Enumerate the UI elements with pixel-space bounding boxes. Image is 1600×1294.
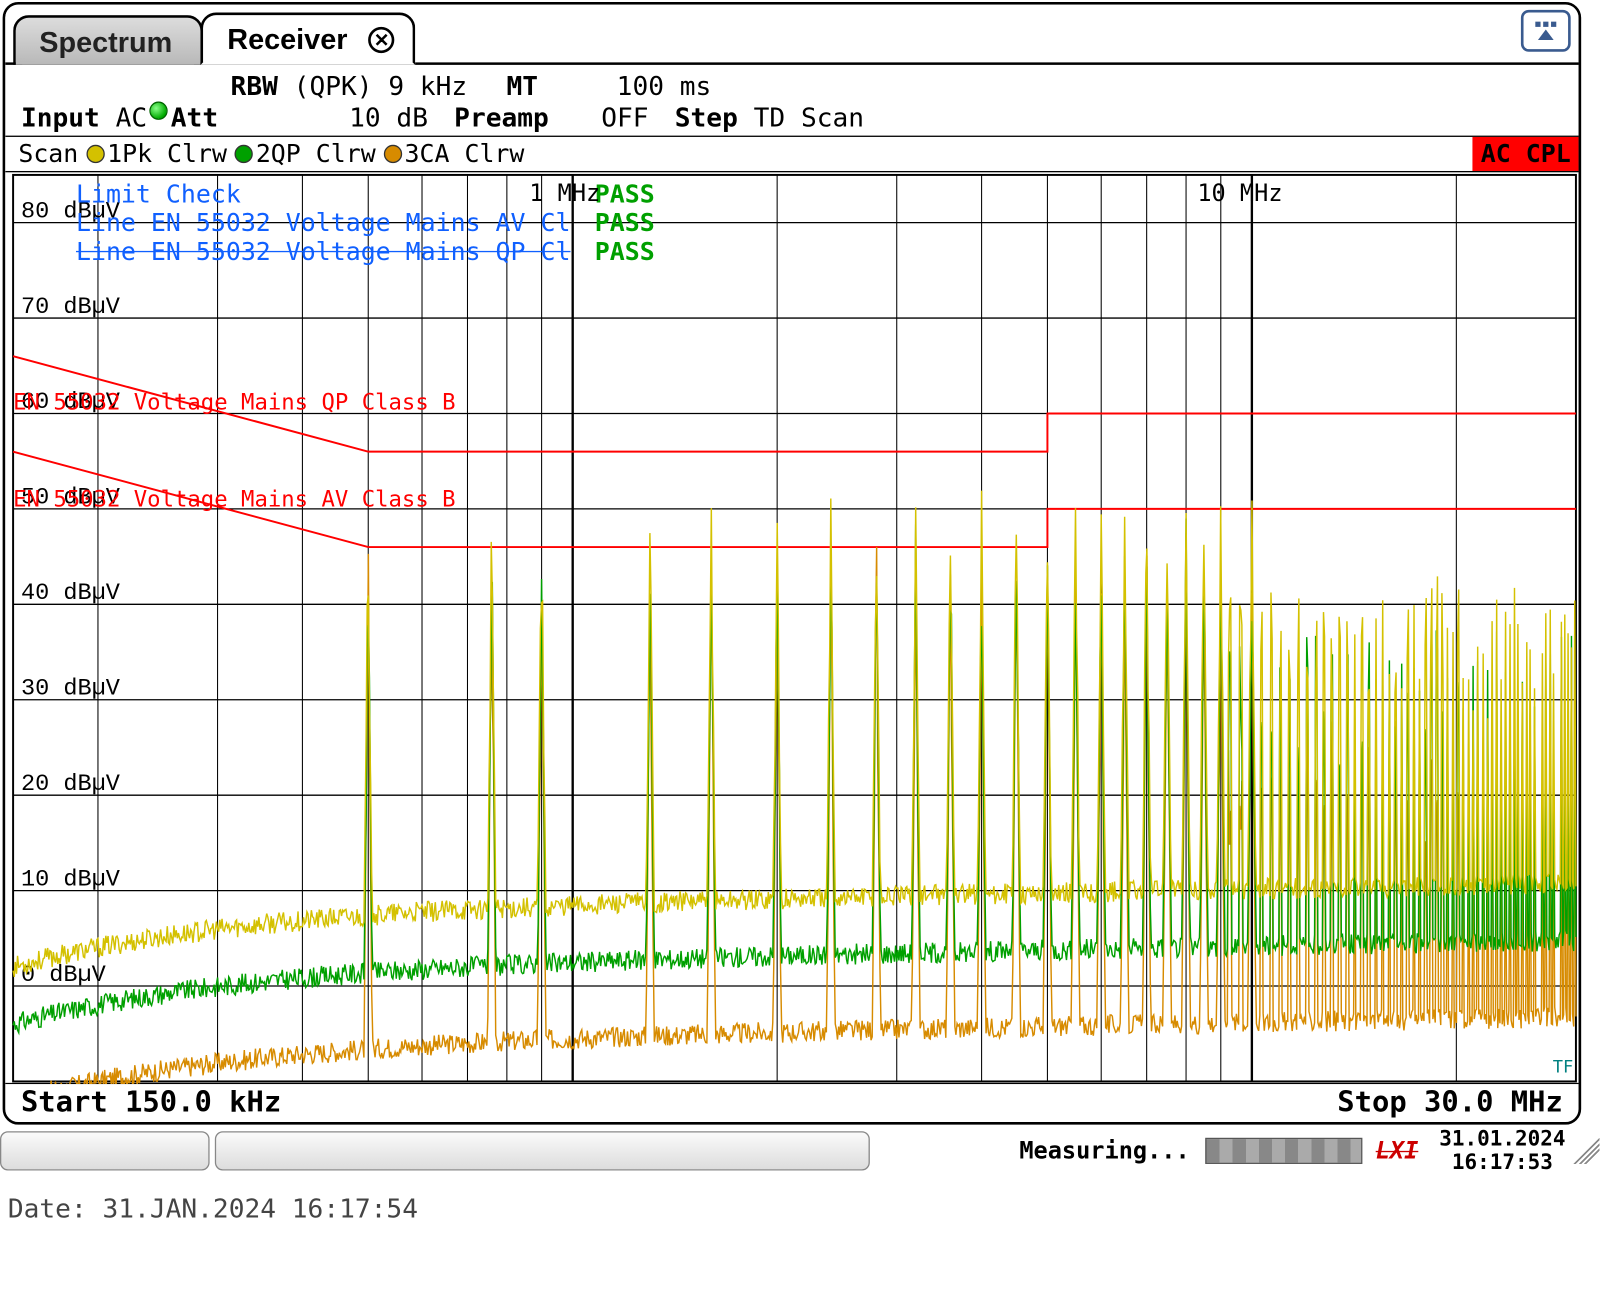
svg-text:10 dBµV: 10 dBµV: [21, 866, 121, 893]
rbw-mode: (QPK): [294, 70, 373, 101]
resize-grip-icon[interactable]: [1573, 1138, 1599, 1164]
status-datetime: 31.01.2024 16:17:53: [1439, 1128, 1565, 1174]
stop-freq: Stop 30.0 MHz: [1337, 1087, 1563, 1120]
input-label: Input: [21, 102, 100, 133]
limit-check-label: Limit Check: [76, 180, 241, 209]
rbw-label: RBW: [231, 70, 278, 101]
step-label: Step: [675, 102, 738, 133]
limit-line-qp-label: Line EN 55032 Voltage Mains QP Cl: [76, 238, 571, 267]
tab-receiver-label: Receiver: [227, 23, 347, 57]
tab-bar: Spectrum Receiver ✕: [5, 5, 1578, 63]
chart-area: 0 dBµV10 dBµV20 dBµV30 dBµV40 dBµV50 dBµ…: [5, 171, 1578, 1083]
lxi-icon: LXI: [1376, 1137, 1419, 1165]
display-icon[interactable]: [1521, 10, 1571, 52]
marker-10mhz: 10 MHz: [1197, 180, 1282, 208]
ac-indicator-icon: [150, 102, 168, 120]
att-label: Att: [171, 102, 218, 133]
mt-value: 100 ms: [617, 70, 712, 101]
svg-text:70 dBµV: 70 dBµV: [21, 294, 121, 321]
footer-timestamp: Date: 31.JAN.2024 16:17:54: [0, 1174, 1600, 1242]
limit-line-qp-pass: PASS: [595, 238, 655, 267]
measuring-label: Measuring...: [1019, 1137, 1205, 1165]
limit-qp-line-label: EN 55032 Voltage Mains QP Class B: [13, 390, 455, 416]
tab-receiver[interactable]: Receiver ✕: [201, 12, 416, 64]
trace1-label: 1Pk Clrw: [107, 140, 227, 169]
svg-text:20 dBµV: 20 dBµV: [21, 771, 121, 798]
svg-text:40 dBµV: 40 dBµV: [21, 580, 121, 607]
status-date: 31.01.2024: [1439, 1128, 1565, 1151]
trace3-label: 3CA Clrw: [405, 140, 525, 169]
marker-1mhz: 1 MHz: [529, 180, 600, 208]
parameter-bar: RBW (QPK) 9 kHz MT 100 ms Input AC Att 1…: [5, 62, 1578, 135]
rbw-value: 9 kHz: [388, 70, 467, 101]
limit-line-av-pass: PASS: [595, 209, 655, 238]
status-time: 16:17:53: [1439, 1151, 1565, 1174]
instrument-window: Spectrum Receiver ✕ RBW (QPK) 9 kHz MT 1…: [3, 2, 1582, 1125]
preamp-label: Preamp: [454, 102, 549, 133]
status-bar: Measuring... LXI 31.01.2024 16:17:53: [0, 1127, 1600, 1174]
svg-text:30 dBµV: 30 dBµV: [21, 676, 121, 703]
tab-spectrum[interactable]: Spectrum: [13, 15, 204, 65]
step-value: TD Scan: [754, 102, 864, 133]
trace2-label: 2QP Clrw: [256, 140, 376, 169]
mt-label: MT: [507, 70, 539, 101]
trace-legend: Scan 1Pk Clrw 2QP Clrw 3CA Clrw AC CPL: [5, 136, 1578, 171]
scan-label: Scan: [18, 140, 78, 169]
limit-av-line-label: EN 55032 Voltage Mains AV Class B: [13, 487, 455, 513]
input-mode: AC: [116, 102, 148, 133]
progress-bar: [1205, 1138, 1362, 1164]
tf-indicator: TF: [1553, 1058, 1574, 1078]
preamp-value: OFF: [601, 102, 648, 133]
ac-cpl-badge: AC CPL: [1473, 137, 1579, 171]
tab-spectrum-label: Spectrum: [39, 26, 172, 60]
status-slot-1[interactable]: [0, 1131, 210, 1170]
att-value: 10 dB: [349, 102, 428, 133]
close-icon[interactable]: ✕: [368, 27, 394, 53]
trace3-marker-icon: [384, 145, 402, 163]
freq-range-bar: Start 150.0 kHz Stop 30.0 MHz: [5, 1083, 1578, 1122]
status-slot-2[interactable]: [215, 1131, 870, 1170]
spectrum-chart: 0 dBµV10 dBµV20 dBµV30 dBµV40 dBµV50 dBµ…: [5, 172, 1578, 1084]
limit-line-av-label: Line EN 55032 Voltage Mains AV Cl: [76, 209, 571, 238]
limit-check-pass: PASS: [595, 180, 655, 209]
start-freq: Start 150.0 kHz: [21, 1087, 281, 1120]
trace2-marker-icon: [235, 145, 253, 163]
trace1-marker-icon: [86, 145, 104, 163]
